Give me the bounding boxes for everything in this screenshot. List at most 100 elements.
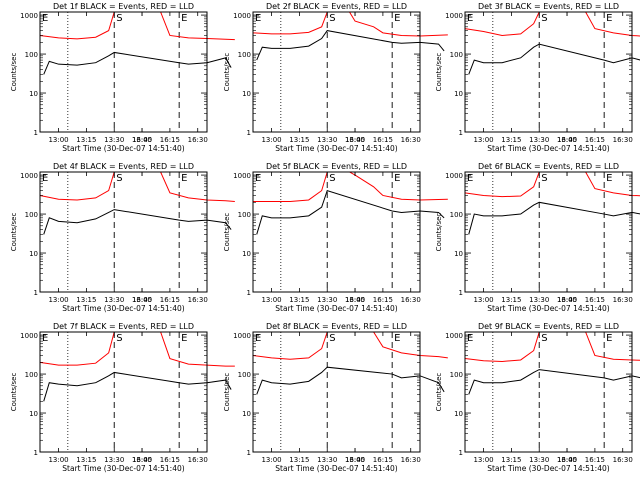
x-tick-label: 13:15 bbox=[289, 296, 309, 304]
x-tick-label: 16:00 bbox=[132, 136, 152, 144]
marker-label: E bbox=[467, 173, 473, 184]
detector-panel-2: Det 2f BLACK = Events, RED = LLD E S E 1 10 10… bbox=[223, 2, 448, 153]
detector-panel-9: Det 9f BLACK = Events, RED = LLD E S E 1 10 10… bbox=[435, 322, 640, 473]
x-tick-label: 13:30 bbox=[529, 296, 549, 304]
marker-label: E bbox=[181, 13, 187, 24]
detector-panel-1: Det 1f BLACK = Events, RED = LLD E S E 1 10 10… bbox=[10, 2, 235, 153]
panel-title: Det 7f BLACK = Events, RED = LLD bbox=[53, 322, 194, 331]
y-tick-label: 1000 bbox=[233, 12, 251, 20]
x-tick-label: 13:15 bbox=[289, 136, 309, 144]
y-tick-label: 1 bbox=[459, 129, 463, 137]
x-tick-label: 13:15 bbox=[501, 136, 521, 144]
y-tick-label: 1000 bbox=[20, 332, 38, 340]
y-tick-label: 1 bbox=[34, 289, 38, 297]
events-series-line bbox=[43, 371, 232, 402]
x-axis-label: Start Time (30-Dec-07 14:51:40) bbox=[487, 304, 609, 313]
y-tick-label: 1 bbox=[247, 129, 251, 137]
x-tick-label: 13:30 bbox=[529, 456, 549, 464]
y-tick-label: 10 bbox=[242, 90, 251, 98]
events-series-line bbox=[256, 366, 445, 395]
x-tick-label: 16:00 bbox=[557, 136, 577, 144]
marker-label: E bbox=[606, 173, 612, 184]
plot-frame bbox=[464, 331, 633, 453]
x-tick-label: 16:15 bbox=[585, 456, 605, 464]
y-axis-label: Counts/sec bbox=[10, 373, 18, 412]
x-tick-label: 13:15 bbox=[76, 296, 96, 304]
panel-title: Det 8f BLACK = Events, RED = LLD bbox=[266, 322, 407, 331]
x-tick-label: 13:00 bbox=[261, 136, 281, 144]
x-tick-label: 13:00 bbox=[261, 296, 281, 304]
marker-label: E bbox=[394, 13, 400, 24]
x-tick-label: 16:15 bbox=[160, 136, 180, 144]
plot-frame bbox=[252, 171, 421, 293]
x-tick-label: 13:00 bbox=[473, 456, 493, 464]
x-axis-label: Start Time (30-Dec-07 14:51:40) bbox=[275, 144, 397, 153]
x-tick-label: 13:45 bbox=[557, 136, 577, 144]
detector-panel-6: Det 6f BLACK = Events, RED = LLD E S E 1 10 10… bbox=[435, 162, 640, 313]
y-tick-label: 10 bbox=[29, 250, 38, 258]
x-tick-label: 16:30 bbox=[613, 136, 633, 144]
marker-label: S bbox=[329, 173, 335, 184]
x-tick-label: 16:30 bbox=[401, 456, 421, 464]
panel-title: Det 4f BLACK = Events, RED = LLD bbox=[53, 162, 194, 171]
marker-label: E bbox=[255, 333, 261, 344]
panel-title: Det 9f BLACK = Events, RED = LLD bbox=[478, 322, 619, 331]
x-tick-label: 16:30 bbox=[188, 136, 208, 144]
x-tick-label: 13:30 bbox=[317, 136, 337, 144]
x-tick-label: 13:45 bbox=[345, 136, 365, 144]
y-tick-label: 1000 bbox=[233, 332, 251, 340]
plot-frame bbox=[39, 11, 208, 133]
x-tick-label: 16:30 bbox=[613, 296, 633, 304]
y-axis-label: Counts/sec bbox=[223, 53, 231, 92]
x-tick-label: 13:00 bbox=[48, 136, 68, 144]
plot-frame bbox=[464, 11, 633, 133]
x-axis-label: Start Time (30-Dec-07 14:51:40) bbox=[275, 304, 397, 313]
y-tick-label: 1 bbox=[459, 449, 463, 457]
y-tick-label: 100 bbox=[450, 211, 463, 219]
x-tick-label: 16:15 bbox=[585, 296, 605, 304]
x-tick-label: 13:30 bbox=[104, 136, 124, 144]
marker-label: E bbox=[394, 333, 400, 344]
x-tick-label: 13:30 bbox=[529, 136, 549, 144]
plot-frame bbox=[39, 171, 208, 293]
x-tick-label: 16:00 bbox=[557, 296, 577, 304]
y-axis-label: Counts/sec bbox=[435, 213, 443, 252]
panel-title: Det 3f BLACK = Events, RED = LLD bbox=[478, 2, 619, 11]
panel-title: Det 6f BLACK = Events, RED = LLD bbox=[478, 162, 619, 171]
x-tick-label: 13:45 bbox=[557, 296, 577, 304]
marker-label: E bbox=[467, 13, 473, 24]
x-tick-label: 13:15 bbox=[76, 456, 96, 464]
y-tick-label: 10 bbox=[29, 410, 38, 418]
x-axis-label: Start Time (30-Dec-07 14:51:40) bbox=[62, 464, 184, 473]
marker-label: E bbox=[606, 13, 612, 24]
y-tick-label: 1000 bbox=[445, 332, 463, 340]
marker-label: E bbox=[606, 333, 612, 344]
y-tick-label: 100 bbox=[25, 51, 38, 59]
x-axis-label: Start Time (30-Dec-07 14:51:40) bbox=[62, 144, 184, 153]
x-axis-label: Start Time (30-Dec-07 14:51:40) bbox=[487, 464, 609, 473]
lld-series-line bbox=[464, 331, 640, 363]
y-axis-label: Counts/sec bbox=[10, 53, 18, 92]
y-axis-label: Counts/sec bbox=[223, 213, 231, 252]
y-tick-label: 1000 bbox=[445, 172, 463, 180]
marker-label: S bbox=[116, 13, 122, 24]
plot-frame bbox=[252, 331, 421, 453]
x-tick-label: 13:00 bbox=[473, 136, 493, 144]
x-tick-label: 16:30 bbox=[613, 456, 633, 464]
detector-panel-4: Det 4f BLACK = Events, RED = LLD E S E 1 10 10… bbox=[10, 162, 235, 313]
x-tick-label: 13:45 bbox=[345, 296, 365, 304]
x-tick-label: 16:00 bbox=[557, 456, 577, 464]
x-tick-label: 16:30 bbox=[401, 136, 421, 144]
x-tick-label: 13:30 bbox=[317, 296, 337, 304]
detector-panel-5: Det 5f BLACK = Events, RED = LLD E S E 1 10 10… bbox=[223, 162, 448, 313]
x-tick-label: 13:45 bbox=[132, 136, 152, 144]
lld-series-line bbox=[464, 11, 640, 37]
plot-frame bbox=[464, 171, 633, 293]
x-tick-label: 16:15 bbox=[373, 456, 393, 464]
x-axis-label: Start Time (30-Dec-07 14:51:40) bbox=[487, 144, 609, 153]
marker-label: S bbox=[541, 333, 547, 344]
x-tick-label: 13:15 bbox=[501, 296, 521, 304]
x-tick-label: 16:00 bbox=[345, 456, 365, 464]
events-series-line bbox=[43, 51, 232, 75]
